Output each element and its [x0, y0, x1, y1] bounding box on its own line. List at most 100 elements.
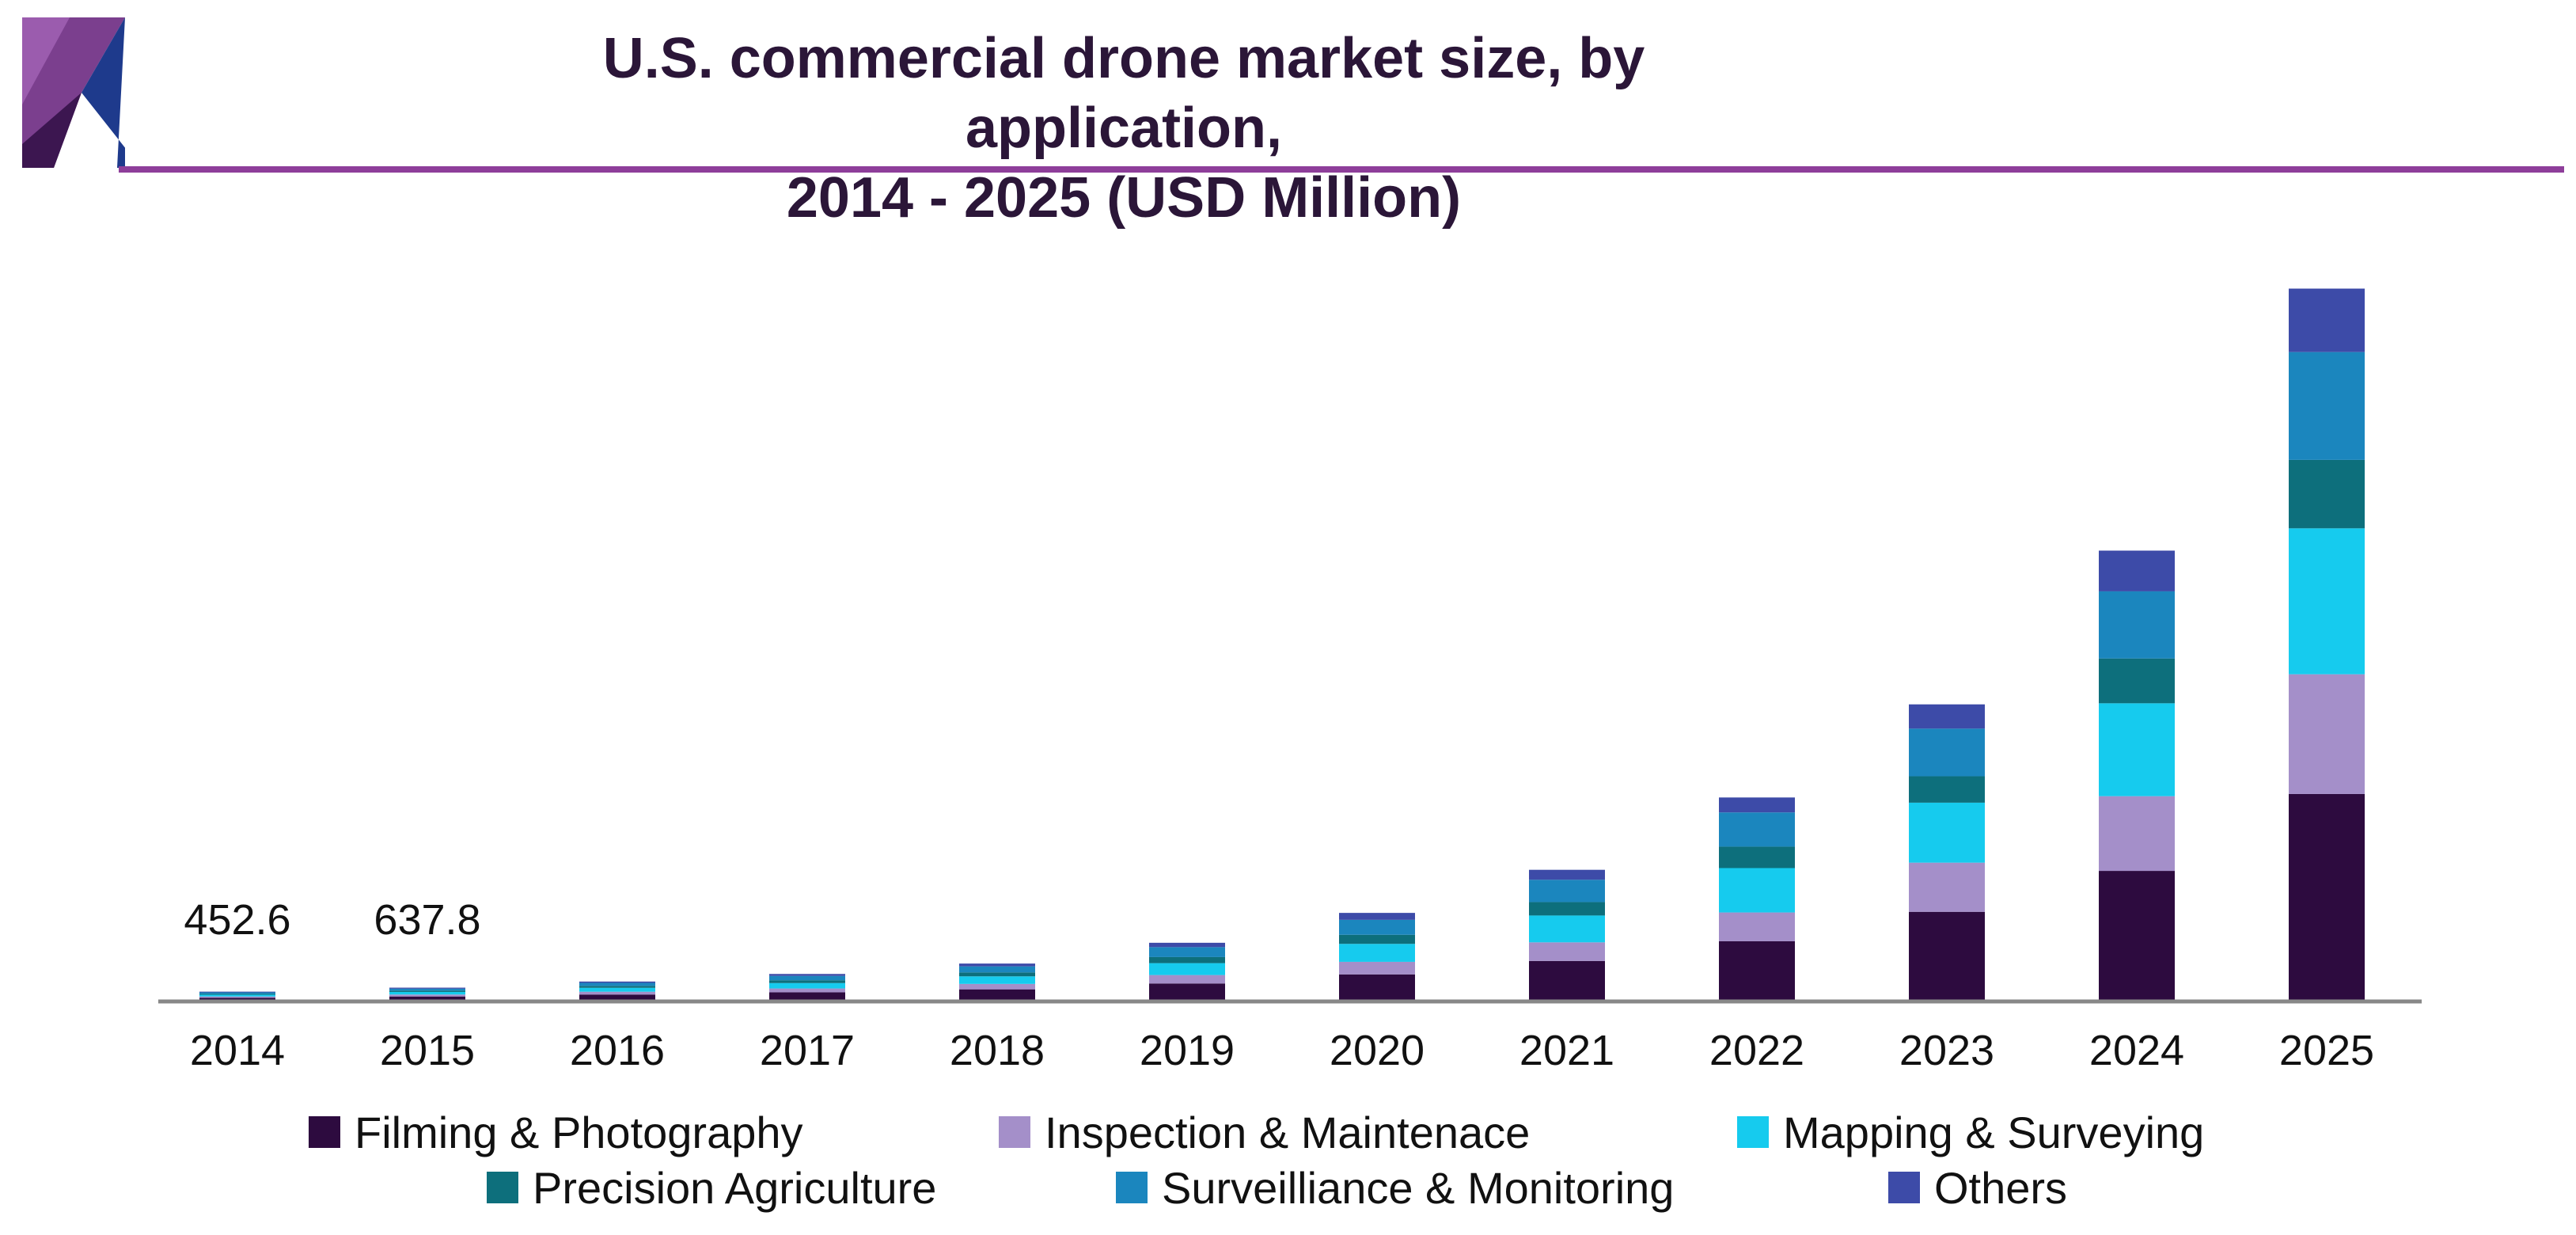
bar-segment-2025-surveilliance-monitoring	[2289, 352, 2365, 460]
bar-segment-2021-precision-agriculture	[1529, 902, 1605, 916]
bar-segment-2023-surveilliance-monitoring	[1909, 728, 1985, 777]
bar-segment-2018-surveilliance-monitoring	[959, 966, 1035, 973]
bar-segment-2017-mapping-surveying	[769, 982, 845, 989]
bar-segment-2014-mapping-surveying	[199, 994, 275, 997]
bar-segment-2015-others	[389, 987, 465, 989]
legend-label: Filming & Photography	[355, 1107, 803, 1157]
x-tick-label-2020: 2020	[1330, 1027, 1425, 1074]
bar-segment-2018-precision-agriculture	[959, 972, 1035, 977]
bar-segment-2018-filming-photography	[959, 989, 1035, 1001]
legend-item-mapping: Mapping & Surveying	[1737, 1100, 2204, 1164]
x-tick-label-2024: 2024	[2089, 1027, 2184, 1074]
bar-segment-2019-surveilliance-monitoring	[1149, 947, 1225, 957]
bar-segment-2025-others	[2289, 288, 2365, 352]
bar-segment-2016-mapping-surveying	[579, 987, 655, 992]
bar-segment-2014-others	[199, 991, 275, 993]
bar-segment-2019-precision-agriculture	[1149, 956, 1225, 963]
bar-segment-2023-filming-photography	[1909, 911, 1985, 1001]
x-tick-label-2014: 2014	[190, 1027, 285, 1074]
legend-label: Others	[1934, 1162, 2068, 1213]
bar-segment-2023-mapping-surveying	[1909, 802, 1985, 863]
bar-segment-2023-others	[1909, 704, 1985, 729]
bar-segment-2025-precision-agriculture	[2289, 459, 2365, 529]
legend-item-filming: Filming & Photography	[309, 1100, 803, 1164]
x-tick-label-2015: 2015	[380, 1027, 475, 1074]
legend-swatch	[1116, 1172, 1148, 1203]
bar-segment-2015-mapping-surveying	[389, 991, 465, 995]
bar-segment-2022-surveilliance-monitoring	[1719, 812, 1795, 847]
bar-segment-2025-mapping-surveying	[2289, 528, 2365, 674]
legend-item-surveillance: Surveilliance & Monitoring	[1116, 1156, 1674, 1219]
legend-label: Inspection & Maintenace	[1045, 1107, 1531, 1157]
bar-segment-2016-inspection-maintenace	[579, 991, 655, 995]
legend-label: Precision Agriculture	[533, 1162, 937, 1213]
x-tick-label-2018: 2018	[950, 1027, 1045, 1074]
bar-segment-2021-others	[1529, 869, 1605, 880]
bar-segment-2024-surveilliance-monitoring	[2099, 591, 2175, 659]
bar-segment-2017-surveilliance-monitoring	[769, 975, 845, 981]
bar-segment-2024-filming-photography	[2099, 871, 2175, 1001]
bar-segment-2018-others	[959, 963, 1035, 967]
bar-segment-2018-inspection-maintenace	[959, 983, 1035, 990]
legend-swatch	[1737, 1116, 1769, 1148]
bar-segment-2023-inspection-maintenace	[1909, 862, 1985, 912]
bar-segment-2015-inspection-maintenace	[389, 994, 465, 997]
bar-segment-2019-inspection-maintenace	[1149, 975, 1225, 984]
data-labels: 452.6 637.8	[184, 896, 480, 944]
legend-item-inspection: Inspection & Maintenace	[999, 1100, 1530, 1164]
bar-segment-2016-precision-agriculture	[579, 986, 655, 988]
data-label-2015: 637.8	[374, 896, 480, 944]
bar-segment-2016-surveilliance-monitoring	[579, 982, 655, 986]
bar-segment-2021-inspection-maintenace	[1529, 942, 1605, 961]
bar-segment-2020-surveilliance-monitoring	[1339, 919, 1415, 935]
bar-segment-2024-others	[2099, 550, 2175, 591]
bar-segment-2019-mapping-surveying	[1149, 963, 1225, 975]
legend-swatch	[487, 1172, 518, 1203]
bar-segment-2021-mapping-surveying	[1529, 915, 1605, 943]
bar-segment-2020-inspection-maintenace	[1339, 961, 1415, 975]
legend-swatch	[1888, 1172, 1920, 1203]
legend-swatch	[999, 1116, 1030, 1148]
bar-segment-2022-filming-photography	[1719, 940, 1795, 1001]
bar-segment-2019-filming-photography	[1149, 983, 1225, 1001]
bar-segment-2022-inspection-maintenace	[1719, 912, 1795, 941]
x-tick-label-2019: 2019	[1140, 1027, 1235, 1074]
bar-segment-2017-precision-agriculture	[769, 980, 845, 983]
bar-segment-2021-surveilliance-monitoring	[1529, 880, 1605, 902]
bar-segment-2022-precision-agriculture	[1719, 846, 1795, 868]
x-tick-label-2017: 2017	[760, 1027, 855, 1074]
legend-item-others: Others	[1888, 1156, 2067, 1219]
bar-segment-2023-precision-agriculture	[1909, 776, 1985, 803]
bar-segment-2015-filming-photography	[389, 996, 465, 1001]
bar-segment-2025-filming-photography	[2289, 793, 2365, 1001]
bar-segment-2020-filming-photography	[1339, 974, 1415, 1001]
x-tick-label-2025: 2025	[2279, 1027, 2374, 1074]
legend-row-1: Filming & Photography Inspection & Maint…	[0, 1100, 2576, 1172]
bar-segment-2017-inspection-maintenace	[769, 988, 845, 993]
bar-segment-2017-filming-photography	[769, 992, 845, 1001]
legend-label: Mapping & Surveying	[1783, 1107, 2205, 1157]
bar-segment-2018-mapping-surveying	[959, 976, 1035, 984]
bar-segment-2019-others	[1149, 942, 1225, 948]
bar-segment-2024-precision-agriculture	[2099, 658, 2175, 704]
legend-label: Surveilliance & Monitoring	[1162, 1162, 1675, 1213]
legend-item-precision: Precision Agriculture	[487, 1156, 936, 1219]
bar-segment-2014-surveilliance-monitoring	[199, 992, 275, 994]
x-tick-label-2016: 2016	[570, 1027, 665, 1074]
bar-segment-2022-others	[1719, 797, 1795, 813]
x-tick-label-2022: 2022	[1709, 1027, 1804, 1074]
data-label-2014: 452.6	[184, 896, 290, 944]
bar-segment-2016-others	[579, 981, 655, 983]
legend-swatch	[309, 1116, 340, 1148]
legend-row-2: Precision Agriculture Surveilliance & Mo…	[0, 1156, 2576, 1227]
bar-segment-2016-filming-photography	[579, 994, 655, 1001]
bar-segment-2021-filming-photography	[1529, 960, 1605, 1001]
bar-segment-2015-surveilliance-monitoring	[389, 988, 465, 991]
x-tick-label-2021: 2021	[1519, 1027, 1614, 1074]
bar-segment-2024-mapping-surveying	[2099, 703, 2175, 796]
chart-title: U.S. commercial drone market size, by ap…	[443, 24, 1804, 233]
x-tick-label-2023: 2023	[1899, 1027, 1994, 1074]
bar-segment-2024-inspection-maintenace	[2099, 796, 2175, 872]
